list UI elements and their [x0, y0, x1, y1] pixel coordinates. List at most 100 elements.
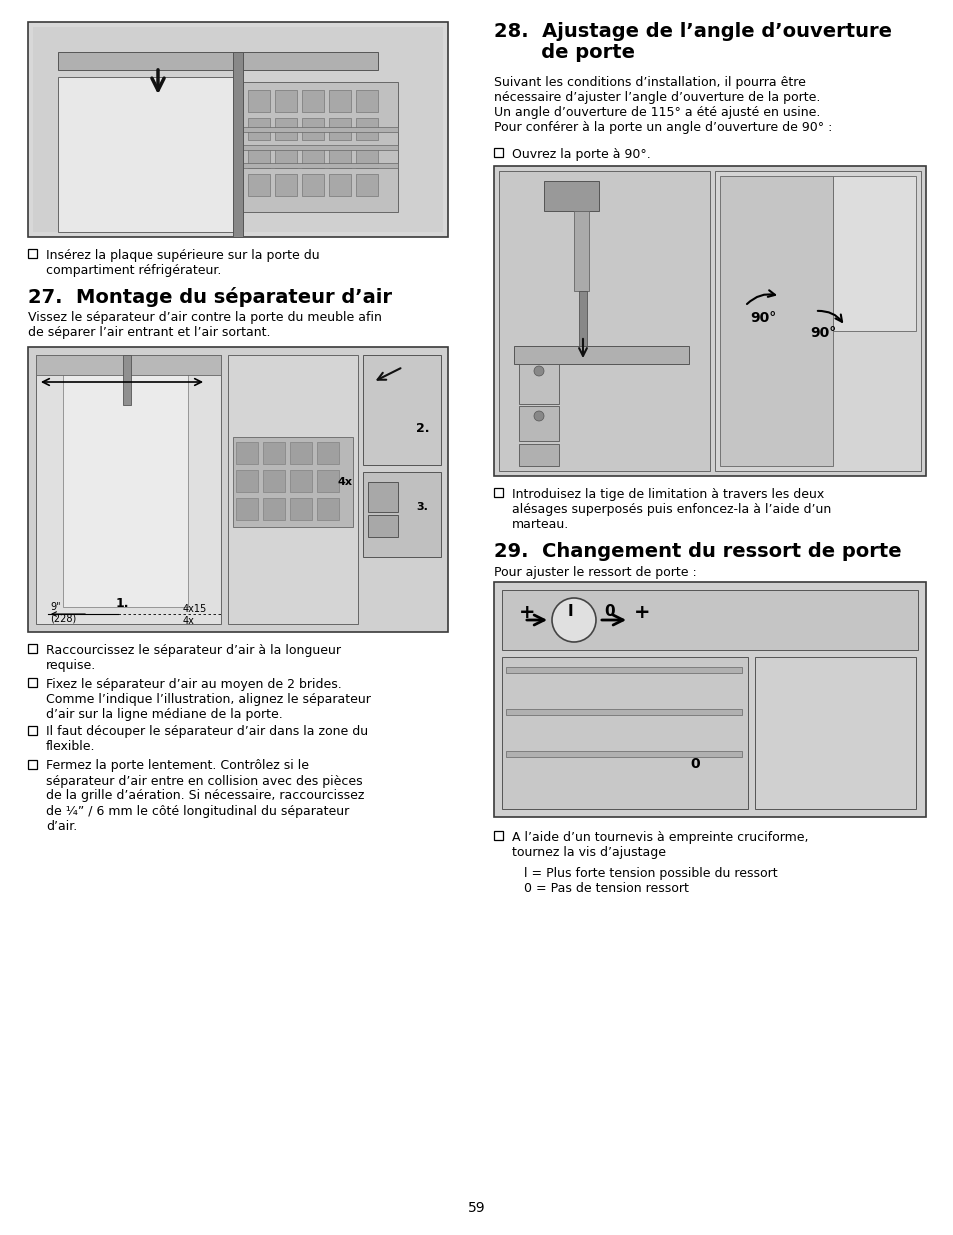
- Bar: [501, 657, 747, 809]
- Bar: [28, 725, 37, 735]
- Circle shape: [552, 598, 596, 642]
- Bar: [543, 182, 598, 211]
- Bar: [33, 27, 442, 232]
- Bar: [363, 354, 440, 466]
- Bar: [243, 163, 397, 168]
- Text: 28.  Ajustage de l’angle d’ouverture: 28. Ajustage de l’angle d’ouverture: [494, 22, 891, 41]
- Bar: [754, 657, 915, 809]
- Bar: [36, 354, 221, 375]
- Bar: [274, 90, 296, 112]
- Bar: [28, 760, 37, 768]
- Bar: [28, 678, 37, 687]
- Text: 90°: 90°: [809, 326, 836, 340]
- Bar: [329, 174, 351, 196]
- Text: Vissez le séparateur d’air contre la porte du meuble afin
de séparer l’air entra: Vissez le séparateur d’air contre la por…: [28, 311, 381, 338]
- Bar: [123, 354, 131, 405]
- Text: de porte: de porte: [494, 43, 635, 62]
- Bar: [248, 119, 270, 140]
- Bar: [302, 146, 324, 168]
- Bar: [368, 515, 397, 537]
- Bar: [494, 831, 502, 840]
- Bar: [263, 498, 285, 520]
- Bar: [233, 52, 243, 237]
- Bar: [316, 471, 338, 492]
- Text: +: +: [518, 603, 535, 621]
- Bar: [316, 442, 338, 464]
- Bar: [514, 346, 688, 364]
- Bar: [518, 364, 558, 404]
- Text: Ouvrez la porte à 90°.: Ouvrez la porte à 90°.: [512, 148, 650, 161]
- Bar: [28, 347, 448, 632]
- Bar: [58, 52, 377, 70]
- Bar: [233, 437, 353, 527]
- Text: 2.: 2.: [416, 422, 429, 435]
- Bar: [28, 643, 37, 653]
- Text: 4x15
4x: 4x15 4x: [183, 604, 207, 626]
- Text: 0: 0: [689, 757, 699, 771]
- Bar: [228, 354, 357, 624]
- Bar: [243, 82, 397, 212]
- Bar: [274, 174, 296, 196]
- Bar: [355, 146, 377, 168]
- Text: Insérez la plaque supérieure sur la porte du
compartiment réfrigérateur.: Insérez la plaque supérieure sur la port…: [46, 249, 319, 277]
- Bar: [243, 127, 397, 132]
- Bar: [248, 146, 270, 168]
- Bar: [235, 471, 257, 492]
- Bar: [329, 119, 351, 140]
- Bar: [329, 90, 351, 112]
- Bar: [235, 498, 257, 520]
- Bar: [63, 372, 188, 606]
- Bar: [494, 165, 925, 475]
- Bar: [498, 170, 709, 471]
- Bar: [368, 482, 397, 513]
- Bar: [714, 170, 920, 471]
- Bar: [235, 442, 257, 464]
- Bar: [28, 249, 37, 258]
- Text: Pour ajuster le ressort de porte :: Pour ajuster le ressort de porte :: [494, 566, 696, 579]
- Bar: [494, 488, 502, 496]
- Bar: [302, 174, 324, 196]
- Bar: [243, 144, 397, 149]
- Bar: [290, 498, 312, 520]
- Bar: [274, 146, 296, 168]
- Text: 90°: 90°: [749, 311, 776, 325]
- Bar: [720, 177, 832, 466]
- Text: Raccourcissez le séparateur d’air à la longueur
requise.: Raccourcissez le séparateur d’air à la l…: [46, 643, 340, 672]
- Bar: [274, 119, 296, 140]
- Circle shape: [534, 366, 543, 375]
- Bar: [505, 751, 741, 757]
- Text: 59: 59: [468, 1200, 485, 1215]
- Bar: [248, 174, 270, 196]
- Bar: [302, 119, 324, 140]
- Bar: [263, 442, 285, 464]
- Bar: [28, 22, 448, 237]
- Text: 1.: 1.: [116, 597, 130, 610]
- Bar: [518, 445, 558, 466]
- Text: 27.  Montage du séparateur d’air: 27. Montage du séparateur d’air: [28, 287, 392, 308]
- Bar: [355, 119, 377, 140]
- Bar: [494, 148, 502, 157]
- Text: Introduisez la tige de limitation à travers les deux
alésages superposés puis en: Introduisez la tige de limitation à trav…: [512, 488, 830, 531]
- Text: l = Plus forte tension possible du ressort: l = Plus forte tension possible du resso…: [523, 867, 777, 881]
- Text: Il faut découper le séparateur d’air dans la zone du
flexible.: Il faut découper le séparateur d’air dan…: [46, 725, 368, 753]
- Text: 9"
(228): 9" (228): [50, 601, 76, 624]
- Bar: [36, 354, 221, 624]
- Bar: [505, 709, 741, 715]
- Text: 4x: 4x: [337, 477, 353, 487]
- Bar: [578, 291, 586, 351]
- Text: I: I: [567, 604, 573, 620]
- Bar: [574, 211, 588, 291]
- Text: A l’aide d’un tournevis à empreinte cruciforme,
tournez la vis d’ajustage: A l’aide d’un tournevis à empreinte cruc…: [512, 831, 807, 860]
- Bar: [494, 582, 925, 818]
- Text: +: +: [634, 603, 650, 621]
- Bar: [248, 90, 270, 112]
- Bar: [505, 667, 741, 673]
- Bar: [832, 177, 915, 331]
- Bar: [329, 146, 351, 168]
- Bar: [355, 90, 377, 112]
- Bar: [355, 174, 377, 196]
- Bar: [316, 498, 338, 520]
- Text: Fermez la porte lentement. Contrôlez si le
séparateur d’air entre en collision a: Fermez la porte lentement. Contrôlez si …: [46, 760, 364, 832]
- Bar: [518, 406, 558, 441]
- Bar: [501, 590, 917, 650]
